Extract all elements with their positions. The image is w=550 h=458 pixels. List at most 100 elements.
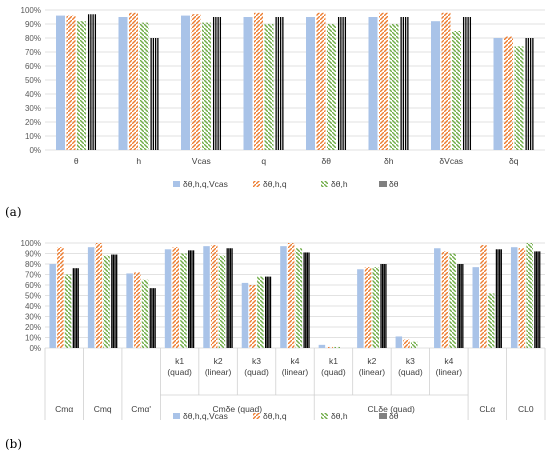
y-tick-label: 80% [25,260,41,269]
y-tick-label: 80% [25,34,41,43]
bar [280,246,287,348]
y-tick-label: 60% [25,281,41,290]
legend-item: δθ,h,q [253,411,287,421]
bar [87,14,97,150]
y-tick-label: 20% [25,118,41,127]
y-tick-label: 20% [25,323,41,332]
x-tick-label: Vcas [192,156,211,166]
legend-swatch [253,181,260,187]
legend-label: δθ,h,q,Vcas [183,411,228,421]
x-tick-label: k2 (linear) [205,356,232,377]
bar [457,264,464,348]
bar [410,341,418,348]
bar [306,17,315,150]
bar [449,253,456,348]
bar [368,17,378,150]
bar [111,254,118,348]
bar [287,243,295,348]
bar [118,17,128,150]
bar [77,21,86,151]
bar [87,247,95,348]
x-tick-label: δq [509,156,519,166]
group-label: Cmα' [131,404,151,414]
bar [188,250,195,348]
legend-swatch [321,413,328,419]
x-tick-label: h [136,156,141,166]
group-label: Cmα [55,404,73,414]
bar [149,288,156,348]
bar [327,24,336,150]
y-tick-label: 100% [21,239,41,248]
chart-a: 0% 10% 20% 30% 40% 50% 60% 70% 80% 90% 100% θ h Vcas q… [21,6,545,189]
y-tick-label: 50% [25,292,41,301]
legend-swatch [173,181,180,187]
bar [504,36,513,150]
x-tick-label: k4 (linear) [282,356,309,377]
bar [72,268,79,348]
x-tick-label: k1 (quad) [321,356,346,377]
bar [181,15,190,150]
bar [403,339,410,348]
legend-item: δθ,h,q [253,179,287,189]
bar [389,24,399,150]
bar [103,255,110,348]
bar [64,274,72,348]
bar [395,336,403,348]
group-label: Cmδe (quad) [212,404,262,414]
bar [265,276,272,348]
legend-swatch [321,181,328,187]
legend-label: δθ [389,411,399,421]
bar [254,12,263,150]
panel-label-a: (a) [5,205,22,219]
bar [326,346,333,348]
bar [364,267,372,348]
bar [487,293,495,348]
bar [441,251,449,348]
bar [493,38,503,150]
bar [203,246,210,348]
x-tick-label: k1 (quad) [167,356,192,377]
bar [431,21,440,151]
x-tick-label: k2 (linear) [359,356,386,377]
chart-b: 0%10% 20%30% 40%50% 60%70% 80%90% 100% k1 (quad… [21,239,546,421]
bar [357,269,364,348]
bar [212,17,222,150]
bar [275,17,284,150]
bar [525,38,534,150]
legend-label: δθ,h [331,411,348,421]
bar [257,276,264,348]
group-label: CL0 [518,404,534,414]
bar [295,248,303,348]
y-tick-label: 40% [25,302,41,311]
legend-item: δθ,h [321,411,348,421]
y-tick-label: 30% [25,313,41,322]
bar [210,245,218,348]
x-tick-label: δθ [322,156,332,166]
bar [57,247,64,348]
bar [510,247,518,348]
bar [226,248,233,348]
bar [334,346,341,348]
bar [95,243,103,348]
x-tick-label: δVcas [439,156,463,166]
bar [372,267,380,348]
bar [139,22,149,151]
y-tick-label: 90% [25,250,41,259]
legend-label: δθ,h,q [263,179,287,189]
bar [379,12,388,150]
bar [56,15,65,150]
bar [303,252,310,348]
bar [126,273,133,348]
y-tick-label: 0% [29,146,41,155]
group-label: CLδe (quad) [368,404,415,414]
x-tick-label: q [261,156,266,166]
y-tick-label: 30% [25,104,41,113]
bar [164,249,172,348]
bar [434,248,441,348]
bar [480,245,487,348]
legend-label: δθ,h,q [263,411,287,421]
bar [241,282,249,348]
legend-label: δθ [389,179,399,189]
x-tick-label: θ [74,156,79,166]
y-tick-label: 10% [25,334,41,343]
